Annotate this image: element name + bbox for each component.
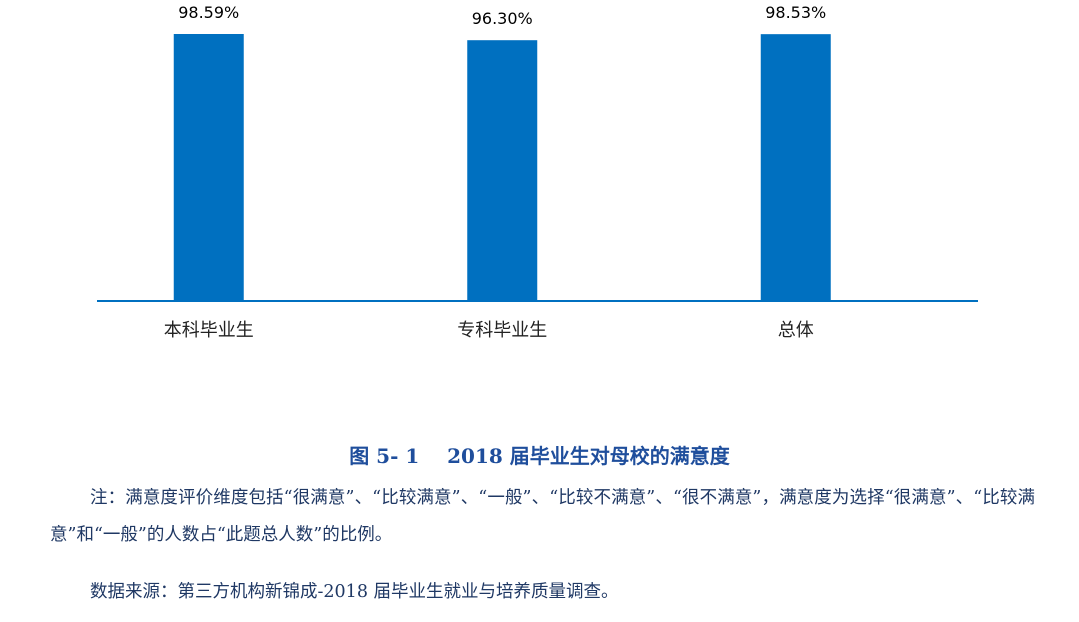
x-tick-label: 总体: [778, 320, 814, 341]
bar: [467, 40, 538, 301]
x-tick-label: 专科毕业生: [457, 320, 547, 341]
figure-caption: 图 5- 1 2018 届毕业生对母校的满意度: [349, 444, 730, 468]
x-tick-label: 本科毕业生: [164, 320, 254, 341]
source: 数据来源：第三方机构新锦成-2018 届毕业生就业与培养质量调查。: [90, 582, 619, 602]
chart: 98.59% 本科毕业生 96.30% 专科毕业生 98.53% 总体: [97, 3, 978, 341]
bar: [173, 34, 244, 301]
note: 注：满意度评价维度包括“很满意”、“比较满意”、“一般”、“比较不满意”、“很不…: [50, 488, 1035, 545]
bar: [760, 34, 831, 302]
data-label: 96.30%: [472, 9, 533, 28]
data-label: 98.53%: [765, 3, 826, 22]
data-label: 98.59%: [178, 3, 239, 22]
